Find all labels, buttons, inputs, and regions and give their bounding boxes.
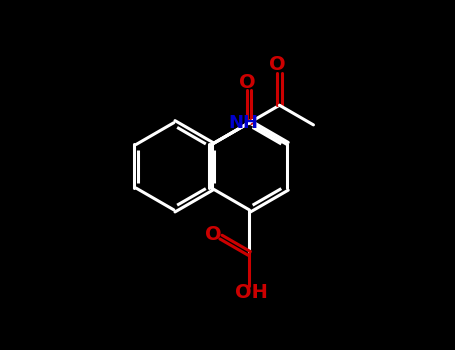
Text: O: O bbox=[269, 55, 286, 74]
Text: NH: NH bbox=[228, 114, 258, 132]
Text: OH: OH bbox=[235, 283, 268, 302]
Text: O: O bbox=[239, 73, 255, 92]
Text: O: O bbox=[205, 225, 222, 244]
